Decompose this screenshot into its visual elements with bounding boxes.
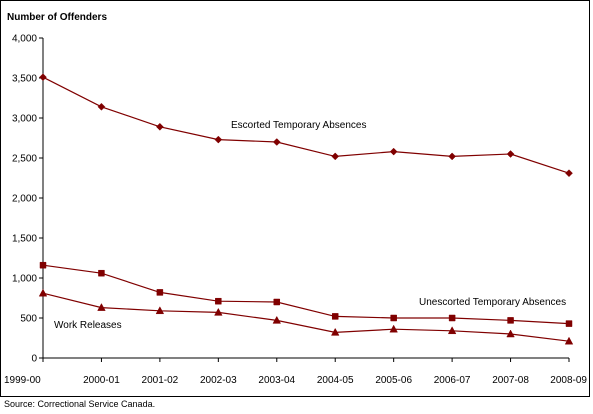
- data-point: [507, 317, 514, 324]
- data-point: [98, 269, 105, 277]
- data-point: [565, 169, 573, 178]
- series-line: [42, 264, 570, 325]
- data-point: [97, 303, 106, 311]
- y-tick-label: 3,000: [12, 114, 37, 125]
- x-tick-label: 2007-08: [492, 375, 529, 386]
- chart-frame: Number of Offenders 0 500 1,000 1,500 2,000 2…: [0, 0, 590, 397]
- x-tick-label: 2002-03: [200, 375, 237, 386]
- series-label-escorted: Escorted Temporary Absences: [231, 120, 366, 131]
- x-tick-label: 2008-09: [550, 375, 587, 386]
- source-note: Source: Correctional Service Canada.: [4, 399, 156, 409]
- y-axis: 0 500 1,000 1,500 2,000 2,500 3,000 3,500 4,000: [12, 34, 44, 365]
- series-label-work-releases: Work Releases: [54, 320, 122, 331]
- data-point: [156, 289, 164, 296]
- data-point: [565, 320, 573, 327]
- series-2: [38, 288, 574, 345]
- x-tick-label: 2001-02: [142, 375, 179, 386]
- y-tick-label: 3,500: [12, 74, 37, 85]
- data-point: [215, 297, 222, 305]
- data-point: [273, 298, 281, 306]
- data-point: [331, 313, 339, 320]
- x-tick-label: 2006-07: [434, 375, 471, 386]
- y-tick-label: 1,500: [12, 234, 37, 245]
- data-point: [272, 138, 281, 146]
- data-point: [272, 315, 281, 324]
- x-axis: 1999-00 2000-01 2001-02 2002-03 2003-04 2004-…: [4, 357, 587, 386]
- data-point: [155, 306, 165, 315]
- x-tick-label: 2000-01: [83, 375, 120, 386]
- data-point: [156, 122, 164, 131]
- series-line: [42, 76, 570, 174]
- y-axis-label: Number of Offenders: [7, 12, 107, 23]
- data-point: [97, 102, 106, 111]
- data-point: [389, 147, 398, 156]
- data-point: [448, 314, 456, 322]
- x-tick-label: 2003-04: [258, 375, 295, 386]
- x-tick-label: 2005-06: [375, 375, 412, 386]
- data-point: [506, 150, 515, 158]
- series-line: [42, 292, 570, 342]
- series-layer: [38, 73, 574, 345]
- data-point: [564, 336, 574, 345]
- series-label-unescorted: Unescorted Temporary Absences: [419, 297, 566, 308]
- data-point: [389, 324, 398, 333]
- data-point: [506, 329, 515, 338]
- y-tick-label: 4,000: [12, 34, 37, 45]
- data-point: [39, 73, 47, 82]
- data-point: [390, 314, 397, 322]
- x-tick-label: 1999-00: [4, 375, 41, 386]
- x-tick-label: 2004-05: [317, 375, 354, 386]
- data-point: [331, 327, 340, 336]
- data-point: [39, 261, 47, 269]
- data-point: [214, 135, 223, 144]
- y-tick-label: 500: [20, 314, 37, 325]
- series-0: [39, 73, 573, 178]
- data-point: [331, 152, 340, 161]
- data-point: [448, 152, 456, 161]
- y-tick-label: 1,000: [12, 274, 37, 285]
- y-tick-label: 0: [31, 354, 37, 365]
- y-tick-label: 2,000: [12, 194, 37, 205]
- series-labels: Escorted Temporary Absences Unescorted T…: [54, 120, 566, 331]
- data-point: [38, 288, 48, 297]
- series-1: [39, 261, 573, 327]
- data-point: [214, 307, 223, 316]
- line-chart: Number of Offenders 0 500 1,000 1,500 2,000 2…: [4, 12, 587, 386]
- data-point: [447, 326, 457, 335]
- y-tick-label: 2,500: [12, 154, 37, 165]
